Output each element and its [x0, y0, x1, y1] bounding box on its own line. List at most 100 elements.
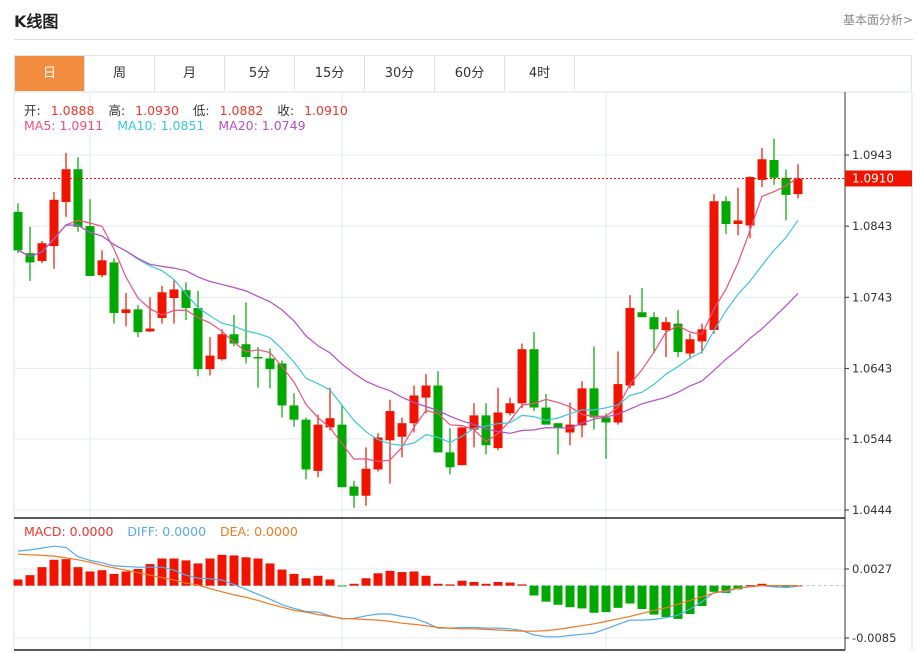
- tab-day[interactable]: 日: [15, 56, 85, 91]
- macd-bar: [49, 559, 59, 586]
- macd-bar: [601, 585, 611, 613]
- candle: [85, 199, 95, 276]
- candle: [325, 387, 335, 431]
- macd-bar: [589, 585, 599, 613]
- macd-bar: [25, 575, 35, 586]
- candle-body: [625, 307, 635, 386]
- candle: [397, 417, 407, 458]
- macd-bar: [361, 578, 371, 586]
- candle-body: [589, 388, 599, 418]
- candle: [721, 196, 731, 234]
- candle-body: [241, 344, 251, 358]
- ma-info: MA5: 1.0911 MA10: 1.0851 MA20: 1.0749: [24, 118, 316, 133]
- candle: [61, 152, 71, 217]
- candle-body: [397, 423, 407, 437]
- macd-tick-label: 0.0027: [852, 562, 892, 576]
- candle-body: [145, 328, 155, 332]
- tab-15min[interactable]: 15分: [295, 56, 365, 91]
- macd-bar: [733, 585, 743, 590]
- macd-bar: [265, 563, 275, 586]
- price-tick-label: 1.0444: [852, 503, 892, 517]
- candle-body: [541, 407, 551, 425]
- tab-month[interactable]: 月: [155, 56, 225, 91]
- macd-bar: [241, 557, 251, 586]
- candle-body: [661, 322, 671, 331]
- tab-5min[interactable]: 5分: [225, 56, 295, 91]
- ma5-line: [17, 177, 799, 463]
- candle-body: [121, 309, 131, 313]
- candle-body: [637, 312, 647, 318]
- candle-body: [337, 424, 347, 488]
- macd-bar: [433, 583, 443, 586]
- close-label: 收:: [277, 103, 295, 118]
- candle: [433, 371, 443, 453]
- header-divider: [14, 39, 913, 40]
- macd-bar: [637, 585, 647, 610]
- candle: [277, 360, 287, 418]
- macd-bar: [313, 575, 323, 586]
- candle: [313, 414, 323, 478]
- macd-value: MACD: 0.0000: [24, 524, 114, 539]
- candle-body: [253, 357, 263, 359]
- tab-4hour[interactable]: 4时: [505, 56, 575, 91]
- candle-body: [697, 329, 707, 342]
- macd-bar: [193, 563, 203, 586]
- candle-body: [673, 323, 683, 353]
- macd-bar: [757, 583, 767, 586]
- candle: [253, 347, 263, 388]
- candle-body: [481, 415, 491, 446]
- macd-bar: [625, 585, 635, 604]
- candle-body: [229, 334, 239, 344]
- macd-bar: [661, 585, 671, 618]
- macd-bar: [529, 585, 539, 596]
- candle-body: [325, 418, 335, 428]
- candle: [109, 258, 119, 324]
- macd-bar: [649, 585, 659, 615]
- candle: [145, 297, 155, 333]
- macd-bar: [181, 560, 191, 586]
- macd-bar: [289, 573, 299, 586]
- macd-bar: [205, 558, 215, 586]
- tab-week[interactable]: 周: [85, 56, 155, 91]
- candle: [337, 405, 347, 488]
- tab-30min[interactable]: 30分: [365, 56, 435, 91]
- candle-body: [97, 260, 107, 276]
- candle-body: [433, 385, 443, 453]
- macd-bar: [565, 585, 575, 608]
- macd-bar: [457, 580, 467, 586]
- macd-bar: [349, 583, 359, 586]
- candle-body: [133, 309, 143, 333]
- tab-60min[interactable]: 60分: [435, 56, 505, 91]
- macd-bar: [493, 581, 503, 586]
- candle: [229, 315, 239, 347]
- candle-body: [25, 253, 35, 263]
- macd-bar: [301, 578, 311, 586]
- low-label: 低:: [192, 103, 210, 118]
- candle: [409, 385, 419, 433]
- candle: [505, 397, 515, 416]
- candle: [493, 387, 503, 451]
- candle-body: [793, 178, 803, 195]
- open-label: 开:: [24, 103, 41, 118]
- candle-body: [109, 262, 119, 313]
- dea-value: DEA: 0.0000: [220, 524, 298, 539]
- fundamental-analysis-link[interactable]: 基本面分析>: [842, 13, 913, 27]
- candle: [685, 333, 695, 360]
- candle: [181, 282, 191, 321]
- price-tick-label: 1.0643: [852, 361, 892, 375]
- candle: [361, 447, 371, 506]
- macd-bar: [505, 582, 515, 586]
- macd-bar: [121, 571, 131, 586]
- candle-body: [13, 211, 23, 251]
- candle: [709, 194, 719, 334]
- macd-bar: [673, 585, 683, 619]
- candle-body: [265, 358, 275, 370]
- macd-bar: [109, 573, 119, 586]
- candle-body: [49, 199, 59, 247]
- open-value: 1.0888: [50, 103, 95, 118]
- candle: [265, 348, 275, 389]
- candle-body: [493, 412, 503, 449]
- high-label: 高:: [108, 103, 126, 118]
- candle-body: [157, 292, 167, 318]
